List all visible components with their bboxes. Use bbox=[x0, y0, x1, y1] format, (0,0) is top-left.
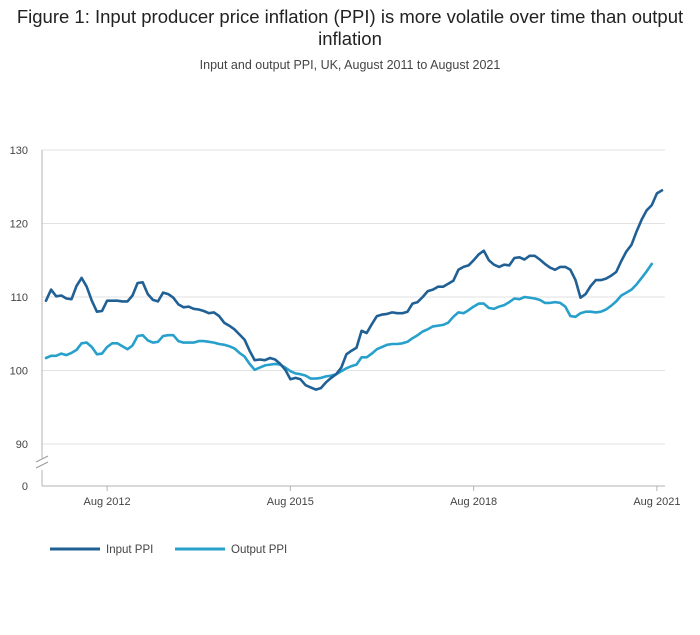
legend-label: Output PPI bbox=[231, 544, 287, 556]
y-tick-label: 100 bbox=[10, 366, 28, 378]
y-tick-label: 0 bbox=[22, 481, 28, 493]
x-axis: Aug 2012 Aug 2015 Aug 2018 Aug 2021 bbox=[42, 485, 680, 508]
y-tick-label: 130 bbox=[10, 145, 28, 157]
legend: Input PPI Output PPI bbox=[50, 544, 287, 556]
axis-break-icon bbox=[35, 455, 49, 469]
x-tick-label: Aug 2021 bbox=[633, 496, 680, 508]
gridlines bbox=[42, 149, 665, 445]
series-line-input-ppi bbox=[44, 189, 664, 391]
x-tick-label: Aug 2018 bbox=[450, 496, 497, 508]
y-tick-label: 90 bbox=[16, 439, 28, 451]
y-tick-label: 110 bbox=[10, 292, 28, 304]
series-line-output-ppi bbox=[44, 262, 654, 380]
x-tick-label: Aug 2012 bbox=[84, 496, 131, 508]
x-tick-label: Aug 2015 bbox=[267, 496, 314, 508]
y-tick-label: 120 bbox=[10, 219, 28, 231]
chart-title: Figure 1: Input producer price inflation… bbox=[16, 6, 684, 49]
y-axis: 130 120 110 100 90 0 bbox=[10, 145, 49, 493]
chart-subtitle: Input and output PPI, UK, August 2011 to… bbox=[199, 58, 501, 72]
series-lines bbox=[44, 189, 664, 391]
legend-label: Input PPI bbox=[106, 544, 153, 556]
